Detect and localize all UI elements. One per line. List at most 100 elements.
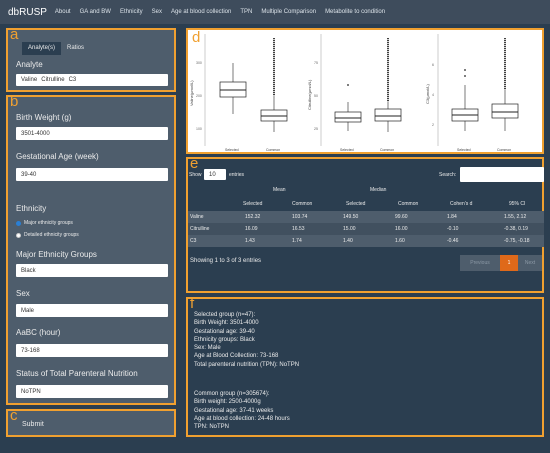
header-mean: Mean [273, 187, 286, 193]
nav-item-sex[interactable]: Sex [151, 9, 162, 15]
x-label: Selected [340, 148, 354, 152]
panel-f-summary: f Selected group (n=47): Birth Weight: 3… [186, 295, 544, 437]
summary-line: Age at blood collection: 24-48 hours [194, 415, 290, 422]
tick-label: 100 [196, 127, 202, 131]
table-row-band [188, 211, 544, 223]
analyte-chip-valine[interactable]: Valine [21, 77, 38, 83]
row-name: C3 [190, 238, 197, 244]
sex-select[interactable]: Male [16, 304, 168, 317]
cell: 1.40 [343, 238, 353, 244]
nav-item-multiple-comparison[interactable]: Multiple Comparison [261, 9, 317, 15]
summary-line: Selected group (n=47): [194, 312, 256, 318]
summary-line: Age at Blood Collection: 73-168 [194, 353, 279, 360]
entries-label: entries [229, 172, 245, 178]
nav-item-age-collection[interactable]: Age at blood collection [170, 9, 232, 15]
nav-item-ethnicity[interactable]: Ethnicity [119, 9, 143, 15]
app-brand[interactable]: dbRUSP [8, 6, 47, 18]
table-row-band [188, 235, 544, 247]
tpn-select[interactable]: NoTPN [16, 385, 168, 398]
cell: -0.46 [447, 238, 459, 244]
col-cohens-d[interactable]: Cohen's d [450, 201, 473, 207]
nav-item-metabolite-condition[interactable]: Metabolite to condition [325, 9, 386, 15]
sex-label: Sex [16, 289, 30, 298]
col-median-selected[interactable]: Selected [346, 201, 366, 207]
tpn-label: Status of Total Parenteral Nutrition [16, 369, 138, 378]
x-label: Selected [225, 148, 239, 152]
analyte-tabs: Analyte(s) Ratios [22, 42, 90, 55]
tick-label: 50 [314, 94, 318, 98]
pager-page-1[interactable]: 1 [500, 255, 518, 271]
summary-common: Common group (n=305674): Birth weight: 2… [194, 390, 290, 431]
panel-d-boxplots: d 300 200 100 Valine(μmol/L) Selected Co… [186, 28, 544, 154]
panel-a-analyte: a Analyte(s) Ratios Analyte Valine Citru… [6, 27, 176, 92]
submit-button[interactable]: Submit [22, 421, 44, 428]
nav-item-tpn[interactable]: TPN [240, 9, 253, 15]
cell: 1.84 [447, 214, 457, 220]
analyte-select[interactable]: Valine Citrulline C3 [16, 74, 168, 86]
radio-detailed-dot[interactable] [16, 232, 21, 238]
aabc-label: AaBC (hour) [16, 328, 61, 337]
analyte-chip-c3[interactable]: C3 [68, 77, 77, 83]
panel-c-submit: c Submit [6, 407, 176, 437]
tick-label: 25 [314, 127, 318, 131]
cell: 149.50 [343, 214, 359, 220]
row-name: Valine [190, 214, 204, 220]
header-median: Median [370, 187, 387, 193]
summary-line: Ethnicity groups: Black [194, 336, 255, 343]
main-content: a Analyte(s) Ratios Analyte Valine Citru… [0, 24, 550, 453]
radio-detailed-ethnicity[interactable]: Detailed ethnicity groups [16, 232, 79, 238]
col-ci[interactable]: 95% CI [509, 201, 526, 207]
y-axis-label: Citrulline(μmol/L) [307, 79, 312, 110]
x-label: Common [266, 148, 280, 152]
radio-major-ethnicity[interactable]: Major ethnicity groups [16, 220, 73, 226]
panel-f-tag: f [190, 295, 195, 312]
cell: 1.55, 2.12 [504, 214, 527, 220]
page-label: 1 [507, 260, 511, 266]
y-axis-label: C3(μmol/L) [425, 83, 430, 104]
radio-major-label: Major ethnicity groups [24, 220, 73, 226]
tick-label: 200 [196, 94, 202, 98]
cell: 152.32 [245, 214, 261, 220]
pager-previous[interactable]: Previous [460, 255, 500, 271]
tab-analytes[interactable]: Analyte(s) [22, 42, 62, 55]
search-label: Search: [439, 172, 457, 178]
aabc-select[interactable]: 73-168 [16, 344, 168, 357]
nav-item-about[interactable]: About [54, 9, 71, 15]
entries-select[interactable]: 10 [204, 169, 226, 180]
nav-item-ga-bw[interactable]: GA and BW [79, 9, 111, 15]
col-median-common[interactable]: Common [398, 201, 419, 207]
x-label: Common [380, 148, 394, 152]
tick-label: 75 [314, 61, 318, 65]
cell: 16.00 [395, 226, 408, 232]
summary-line: Sex: Male [194, 345, 221, 352]
birth-weight-select[interactable]: 3501-4000 [16, 127, 168, 140]
search-input[interactable] [460, 167, 544, 182]
major-groups-label: Major Ethnicity Groups [16, 250, 97, 259]
col-mean-common[interactable]: Common [292, 201, 313, 207]
cell: 15.00 [343, 226, 356, 232]
analyte-chip-citrulline[interactable]: Citrulline [41, 77, 65, 83]
tab-ratios[interactable]: Ratios [67, 45, 85, 51]
cell: 16.53 [292, 226, 305, 232]
boxplot-c3: 6 4 2 C3(μmol/L) Selected Common [425, 34, 519, 152]
cell: 16.09 [245, 226, 258, 232]
pager-next[interactable]: Next [518, 255, 542, 271]
radio-major-dot[interactable] [16, 220, 21, 226]
boxplot-citrulline: 75 50 25 Citrulline(μmol/L) Selected Com… [307, 34, 402, 152]
cell: 99.60 [395, 214, 408, 220]
panel-e-tag: e [190, 155, 199, 172]
major-groups-select[interactable]: Black [16, 264, 168, 277]
summary-line: Common group (n=305674): [194, 391, 270, 397]
gestational-age-select[interactable]: 39-40 [16, 168, 168, 181]
radio-detailed-label: Detailed ethnicity groups [24, 232, 79, 238]
cell: 1.60 [395, 238, 405, 244]
col-mean-selected[interactable]: Selected [243, 201, 263, 207]
summary-line: Birth Weight: 3501-4000 [194, 320, 259, 327]
panel-c-tag: c [10, 407, 18, 424]
panel-b-tag: b [10, 93, 19, 110]
tick-label: 2 [432, 123, 434, 127]
cell: -0.75, -0.18 [504, 238, 530, 244]
top-navbar: dbRUSP About GA and BW Ethnicity Sex Age… [0, 0, 550, 24]
cell: -0.10 [447, 226, 459, 232]
birth-weight-label: Birth Weight (g) [16, 113, 72, 122]
